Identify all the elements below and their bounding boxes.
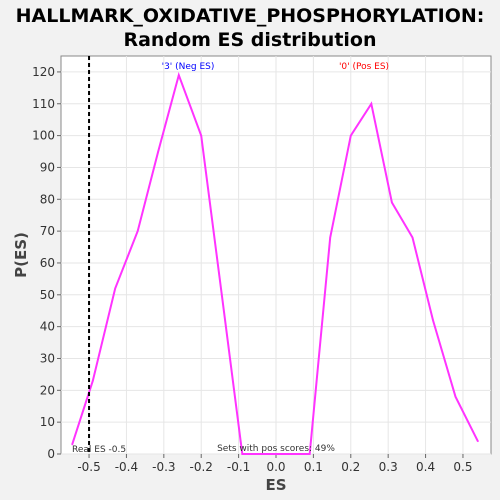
data-point — [220, 294, 223, 296]
data-point — [391, 201, 393, 204]
x-tick-label: 0.4 — [416, 460, 435, 474]
x-tick-label: -0.5 — [77, 460, 100, 474]
data-point — [329, 236, 332, 239]
data-point — [308, 453, 311, 455]
data-point — [91, 379, 94, 382]
y-tick-label: 70 — [40, 224, 55, 238]
neg-es-annotation: '3' (Neg ES) — [162, 62, 215, 72]
y-tick-label: 50 — [40, 288, 55, 302]
y-tick-label: 100 — [32, 129, 55, 143]
x-tick-label: 0.5 — [453, 460, 472, 474]
chart-title-line1: HALLMARK_OXIDATIVE_PHOSPHORYLATION: — [16, 5, 485, 27]
y-tick-label: 120 — [32, 65, 55, 79]
y-tick-label: 20 — [40, 383, 55, 397]
x-tick-label: 0.3 — [379, 460, 398, 474]
es-distribution-line — [71, 71, 479, 455]
x-tick-label: 0.0 — [266, 460, 285, 474]
y-tick-label: 90 — [40, 160, 55, 174]
y-tick-label: 60 — [40, 256, 55, 270]
y-tick-label: 110 — [32, 97, 55, 111]
x-tick-label: -0.2 — [190, 460, 213, 474]
data-point — [136, 230, 139, 232]
x-tick-label: -0.4 — [115, 460, 138, 474]
data-point — [241, 453, 244, 455]
sets-with-pos-scores-annotation: Sets with pos scores: 49% — [217, 444, 335, 454]
y-tick-label: 40 — [40, 320, 55, 334]
data-point — [71, 443, 74, 446]
data-point — [177, 74, 180, 76]
data-point — [477, 440, 479, 443]
data-point — [114, 287, 117, 290]
data-point — [411, 236, 414, 239]
series-layer — [71, 71, 479, 455]
pos-es-annotation: '0' (Pos ES) — [339, 62, 389, 72]
chart-title-line2: Random ES distribution — [123, 29, 376, 51]
y-tick-label: 10 — [40, 415, 55, 429]
x-axis-label: ES — [265, 476, 286, 494]
data-point — [200, 134, 203, 137]
data-point — [454, 395, 457, 398]
x-tick-label: -0.1 — [227, 460, 250, 474]
x-tick-label: 0.1 — [304, 460, 323, 474]
data-point — [349, 134, 352, 137]
y-tick-label: 0 — [47, 447, 55, 461]
y-tick-label: 80 — [40, 192, 55, 206]
y-axis-label: P(ES) — [12, 232, 30, 278]
data-point — [370, 102, 373, 105]
x-tick-label: -0.3 — [152, 460, 175, 474]
axis-ticks: 0 10 20 30 40 50 60 70 80 90 100 110 120 -0.5 -0.4 -0.3… — [32, 65, 472, 474]
y-tick-label: 30 — [40, 351, 55, 365]
data-point — [157, 150, 160, 153]
data-point — [432, 319, 434, 322]
real-es-annotation: Real ES -0.5 — [72, 445, 126, 455]
x-tick-label: 0.2 — [341, 460, 360, 474]
